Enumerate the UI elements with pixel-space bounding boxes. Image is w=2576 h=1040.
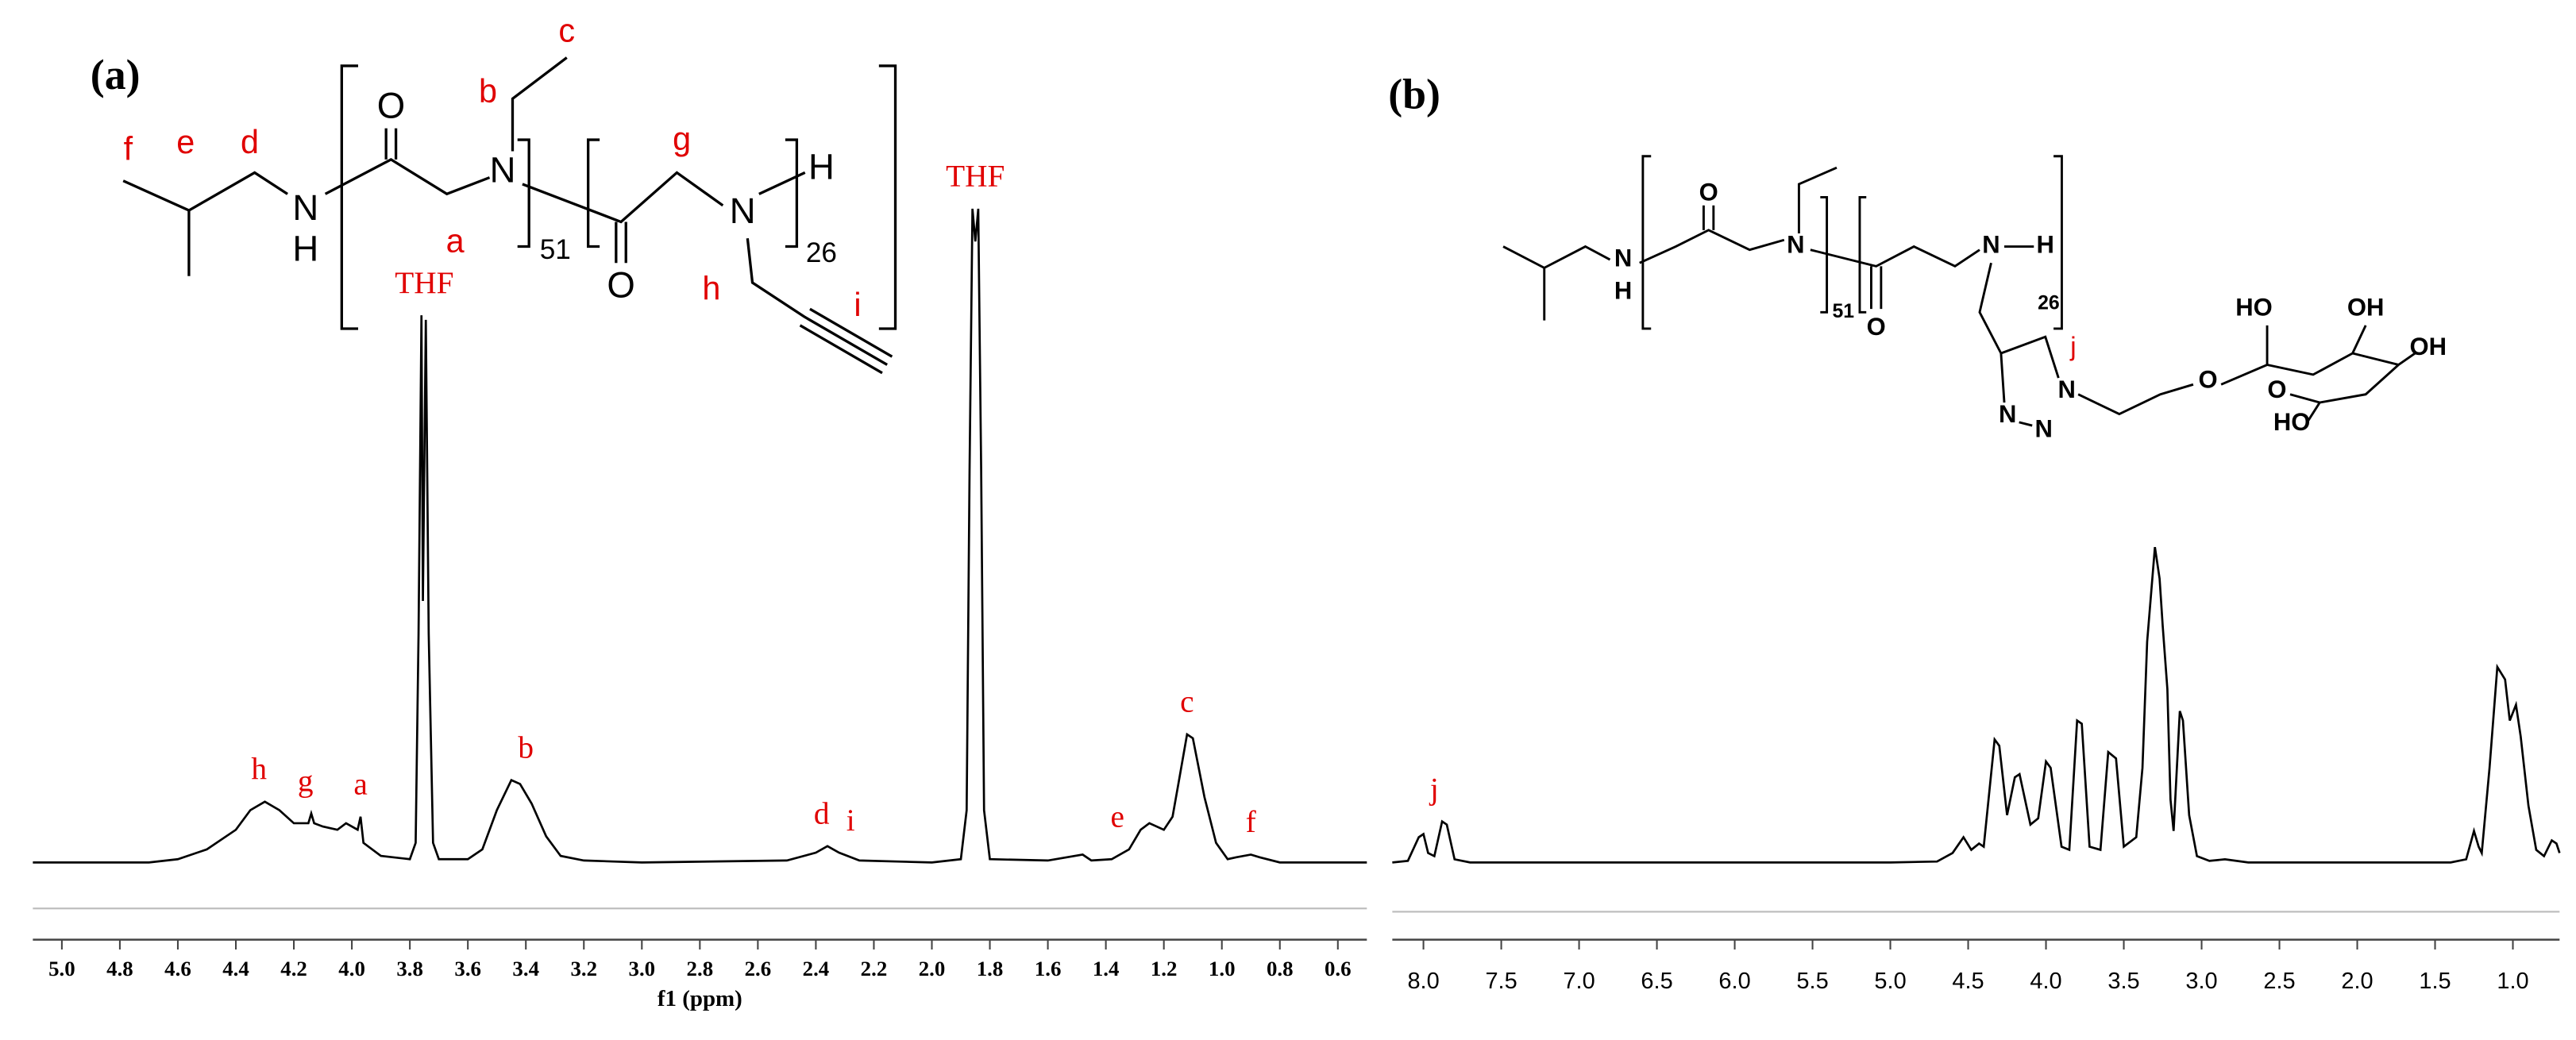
structure-atom: N: [1982, 231, 1999, 259]
structure-atom: HO: [2273, 408, 2311, 436]
x-tick-label: 1.8: [977, 957, 1004, 980]
structure-atom: 51: [540, 234, 571, 265]
peak-label: d: [814, 796, 830, 831]
structure-atom: N: [2034, 414, 2052, 442]
structure-atom: H: [2037, 231, 2054, 259]
x-tick-label: 3.5: [2107, 969, 2139, 994]
panel-label: (b): [1388, 71, 1440, 118]
structure-atom: 26: [2038, 293, 2060, 314]
x-tick-label: 3.0: [2185, 969, 2217, 994]
x-tick-label: 3.0: [629, 957, 656, 980]
structure-atom: OH: [2410, 333, 2447, 360]
panel-label: (a): [91, 51, 141, 98]
x-tick-label: 6.0: [1718, 969, 1750, 994]
structure-atom: N: [1999, 400, 2016, 428]
x-tick-label: 4.4: [222, 957, 249, 980]
structure-atom: N: [292, 187, 318, 228]
x-tick-label: 4.6: [164, 957, 191, 980]
structure-proton-label: c: [558, 12, 575, 48]
x-tick-label: 4.2: [280, 957, 307, 980]
x-tick-label: 2.6: [745, 957, 772, 980]
peak-label: g: [298, 763, 314, 798]
x-tick-label: 3.8: [396, 957, 423, 980]
structure-bonds-a: [122, 56, 897, 375]
structure-atom: 26: [806, 237, 837, 268]
x-tick-label: 7.0: [1563, 969, 1595, 994]
spectrum-line: [1392, 546, 2561, 864]
x-tick-label: 2.8: [687, 957, 714, 980]
structure-proton-label: b: [479, 73, 497, 110]
structure-proton-label: a: [446, 222, 465, 259]
x-tick-label: 6.5: [1641, 969, 1672, 994]
peak-label: f: [1246, 804, 1257, 839]
x-tick-label: 1.6: [1035, 957, 1062, 980]
x-tick-label: 1.5: [2419, 969, 2451, 994]
x-tick-label: 0.8: [1267, 957, 1294, 980]
x-tick-label: 2.4: [803, 957, 830, 980]
structure-proton-label: j: [2069, 333, 2076, 362]
structure-atom: N: [2057, 376, 2075, 403]
peak-label: c: [1180, 684, 1194, 719]
peak-label: j: [1429, 771, 1439, 806]
x-tick-label: 0.6: [1325, 957, 1352, 980]
structure-proton-label: d: [241, 124, 259, 160]
x-tick-label: 4.0: [2030, 969, 2061, 994]
structure-atom: N: [1614, 244, 1632, 272]
x-tick-label: 3.2: [570, 957, 597, 980]
structure-proton-label: e: [176, 124, 195, 160]
x-tick-label: 2.0: [2341, 969, 2373, 994]
structure-atom: H: [292, 229, 318, 269]
x-tick-label: 1.0: [1209, 957, 1236, 980]
peak-label: THF: [395, 265, 453, 300]
structure-atom: HO: [2235, 293, 2273, 321]
structure-bonds-b: [1502, 155, 2416, 427]
peak-label: e: [1111, 799, 1124, 834]
structure-proton-label: i: [854, 287, 861, 323]
structure-proton-label: f: [124, 130, 133, 167]
structure-atom: H: [808, 146, 835, 187]
x-tick-label: 5.0: [48, 957, 75, 980]
structure-atom: O: [1867, 313, 1886, 341]
x-tick-label: 4.5: [1952, 969, 1984, 994]
peak-label: i: [846, 803, 855, 838]
structure-atom: OH: [2347, 293, 2385, 321]
structure-atom: O: [2199, 365, 2218, 393]
x-tick-label: 1.2: [1151, 957, 1178, 980]
peak-label: b: [518, 730, 534, 765]
x-tick-label: 1.4: [1093, 957, 1120, 980]
x-tick-label: 3.4: [512, 957, 539, 980]
structure-proton-label: g: [673, 121, 691, 157]
x-tick-label: 5.0: [1874, 969, 1906, 994]
structure-atom: N: [730, 191, 756, 231]
structure-atom: O: [1699, 179, 1718, 206]
x-tick-label: 4.0: [338, 957, 365, 980]
peak-label: THF: [946, 159, 1005, 194]
spectrum-line: [33, 208, 1367, 864]
structure-atom: O: [377, 86, 405, 126]
structure-atom: N: [490, 149, 516, 190]
x-tick-label: 3.6: [454, 957, 481, 980]
x-tick-label: 7.5: [1485, 969, 1517, 994]
structure-atom: O: [2267, 376, 2286, 403]
structure-atom: O: [607, 264, 634, 305]
peak-label: h: [251, 752, 267, 787]
x-tick-label: 2.2: [861, 957, 888, 980]
structure-atom: N: [1787, 231, 1804, 259]
x-tick-label: 1.0: [2497, 969, 2528, 994]
x-axis-label: f1 (ppm): [657, 986, 742, 1011]
x-tick-label: 5.5: [1796, 969, 1828, 994]
structure-proton-label: h: [702, 270, 720, 306]
peak-label: a: [353, 766, 367, 801]
structure-atom: 51: [1832, 301, 1854, 322]
structure-atom: H: [1614, 277, 1632, 305]
x-tick-label: 2.0: [919, 957, 946, 980]
x-tick-label: 4.8: [106, 957, 133, 980]
x-tick-label: 8.0: [1407, 969, 1439, 994]
x-tick-label: 2.5: [2263, 969, 2295, 994]
